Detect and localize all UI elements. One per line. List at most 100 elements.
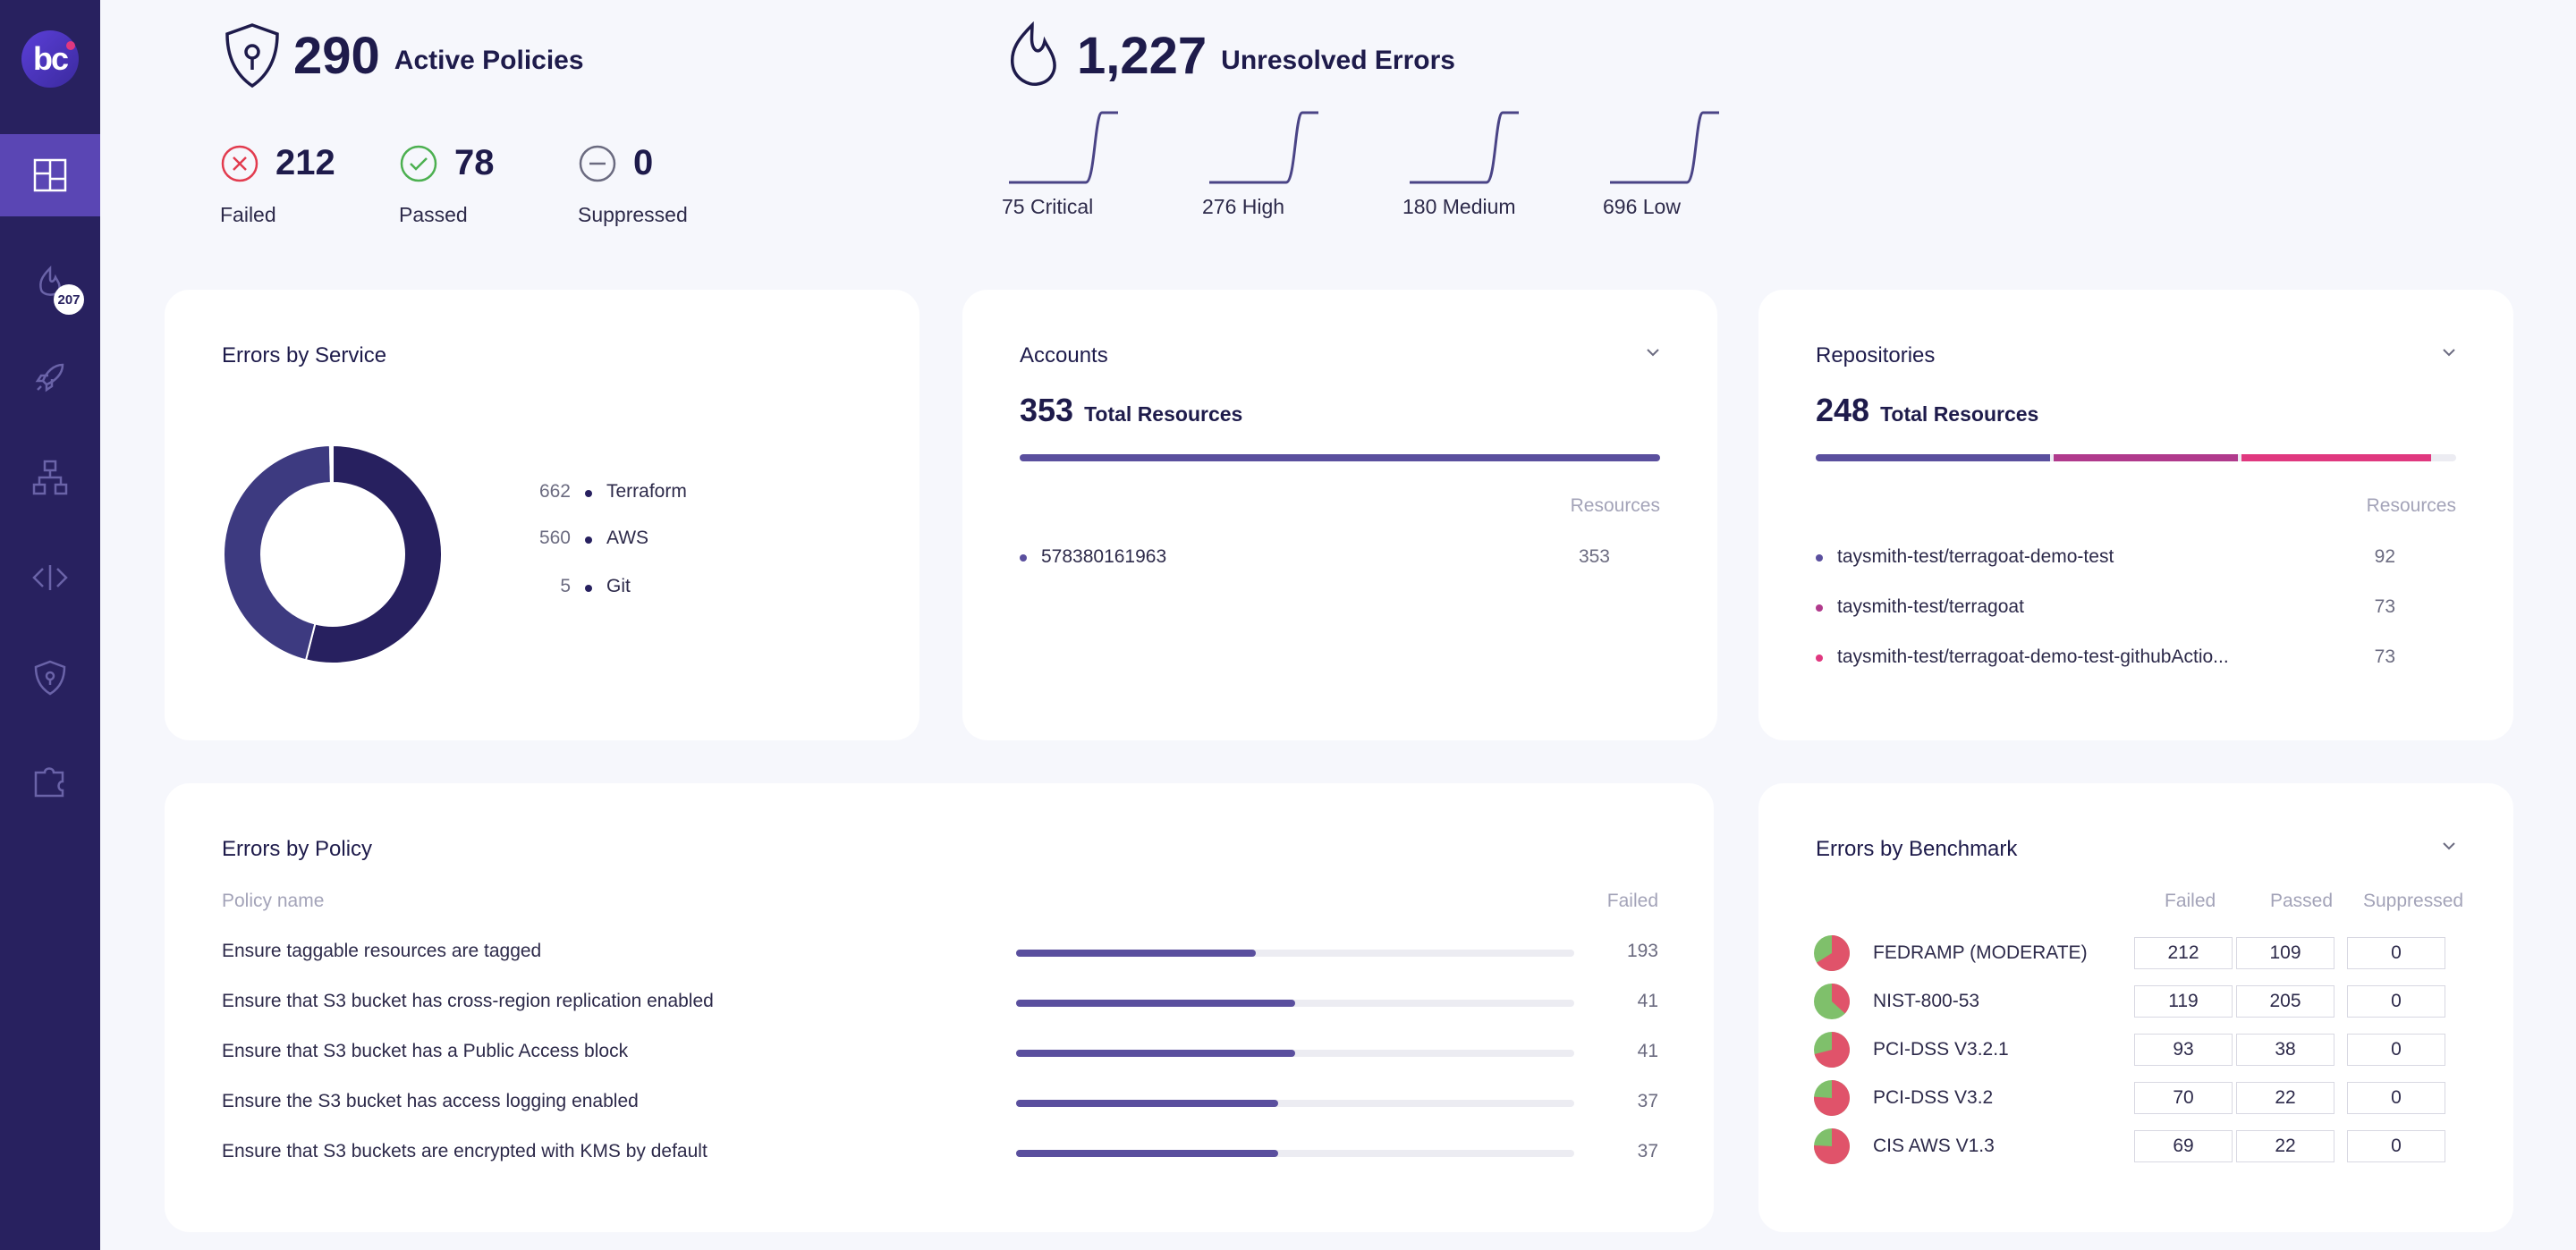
policy-failed-bar-fill [1016, 950, 1257, 957]
repo-resources: 92 [2374, 546, 2395, 567]
benchmark-pie-icon [1814, 935, 1850, 971]
policy-failed-bar-fill [1016, 1150, 1279, 1157]
donut-slice-aws[interactable] [222, 444, 332, 662]
active-policies-label: Active Policies [394, 46, 584, 75]
errors-by-service-donut[interactable] [222, 443, 444, 665]
service-value: 5 [560, 576, 571, 596]
policy-name: Ensure that S3 bucket has cross-region r… [222, 991, 714, 1011]
unresolved-errors-stat: 1,227 Unresolved Errors [1005, 21, 1455, 89]
puzzle-icon [34, 767, 64, 798]
nav-resources[interactable] [0, 436, 100, 519]
benchmark-suppressed: 0 [2347, 985, 2445, 1018]
code-icon [32, 565, 68, 590]
nav-integrations[interactable] [0, 739, 100, 821]
repo-segment [2241, 454, 2431, 461]
service-value: 662 [538, 481, 571, 502]
benchmark-failed: 212 [2134, 937, 2233, 969]
accounts-total: 353 Total Resources [1020, 392, 1242, 429]
severity-medium[interactable]: 180 Medium [1402, 109, 1524, 219]
nav-code[interactable] [0, 536, 100, 619]
legend-dot [585, 490, 592, 497]
critical-label: 75 Critical [1002, 195, 1094, 218]
active-policies-count: 290 [293, 26, 380, 85]
account-resources: 353 [1578, 546, 1610, 567]
benchmark-suppressed: 0 [2347, 937, 2445, 969]
benchmark-name: FEDRAMP (MODERATE) [1873, 942, 2088, 963]
account-dot [1020, 554, 1027, 562]
severity-low[interactable]: 696 Low [1603, 109, 1724, 219]
accounts-distribution-bar [1020, 454, 1660, 461]
legend-dot [585, 585, 592, 592]
donut-slice-terraform[interactable] [304, 443, 443, 664]
active-policies-stat: 290 Active Policies [222, 21, 584, 89]
repositories-column-header: Resources [2366, 495, 2456, 516]
low-label: 696 Low [1603, 195, 1681, 218]
service-legend: 662 Terraform 560 AWS 5 Git [535, 481, 714, 606]
benchmark-passed-header: Passed [2270, 891, 2334, 911]
passed-stat[interactable]: 78 Passed [399, 143, 495, 227]
repo-name[interactable]: taysmith-test/terragoat-demo-test [1837, 546, 2114, 567]
policy-failed-bar [1016, 1150, 1574, 1157]
accounts-title: Accounts [1020, 343, 1108, 367]
suppressed-stat[interactable]: 0 Suppressed [578, 143, 688, 227]
unresolved-errors-label: Unresolved Errors [1221, 46, 1455, 75]
repo-name[interactable]: taysmith-test/terragoat [1837, 596, 2024, 617]
benchmark-pie-icon [1814, 1128, 1850, 1164]
benchmark-name: PCI-DSS V3.2 [1873, 1087, 1994, 1108]
service-name: AWS [606, 528, 649, 548]
chevron-down-icon[interactable] [1644, 343, 1662, 361]
donut-slice-git[interactable] [328, 443, 334, 485]
nav-errors[interactable]: 207 [0, 241, 100, 324]
passed-count: 78 [454, 143, 495, 182]
chevron-down-icon[interactable] [2440, 837, 2458, 855]
nav-policies[interactable] [0, 637, 100, 719]
failed-icon [221, 145, 258, 182]
benchmark-failed: 119 [2134, 985, 2233, 1018]
legend-dot [585, 536, 592, 544]
policy-name-header: Policy name [222, 891, 325, 911]
chevron-down-icon[interactable] [2440, 343, 2458, 361]
rocket-icon [35, 363, 64, 393]
repositories-title: Repositories [1816, 343, 1936, 367]
logo-text: bc [32, 40, 69, 77]
repositories-total: 248 Total Resources [1816, 392, 2038, 429]
benchmark-name: NIST-800-53 [1873, 991, 1980, 1011]
service-name: Git [606, 576, 631, 596]
policy-failed-bar [1016, 950, 1574, 957]
medium-label: 180 Medium [1402, 195, 1516, 218]
benchmark-name: CIS AWS V1.3 [1873, 1136, 1995, 1156]
accounts-total-count: 353 [1020, 392, 1074, 428]
policy-failed-bar [1016, 1100, 1574, 1107]
policy-failed-count: 193 [1626, 941, 1658, 961]
nav-dashboard[interactable] [0, 134, 100, 216]
shield-icon [225, 23, 279, 89]
nav-deploy[interactable] [0, 336, 100, 418]
errors-by-service-card: Errors by Service 662 Terraform 560 AWS … [165, 290, 919, 740]
benchmark-passed: 109 [2236, 937, 2334, 969]
passed-icon [400, 145, 437, 182]
repo-name[interactable]: taysmith-test/terragoat-demo-test-github… [1837, 646, 2229, 667]
errors-by-policy-card: Errors by Policy Policy name Failed Ensu… [165, 783, 1714, 1232]
severity-critical[interactable]: 75 Critical [1002, 109, 1123, 219]
policy-failed-bar-fill [1016, 1100, 1279, 1107]
service-name: Terraform [606, 481, 687, 502]
logo[interactable]: bc [21, 30, 79, 88]
benchmark-suppressed: 0 [2347, 1130, 2445, 1162]
policy-failed-bar [1016, 1050, 1574, 1057]
account-name[interactable]: 578380161963 [1041, 546, 1167, 567]
severity-high[interactable]: 276 High [1202, 109, 1324, 219]
benchmark-pie-icon [1814, 984, 1850, 1019]
passed-label: Passed [399, 203, 468, 226]
failed-count: 212 [275, 143, 335, 182]
medium-trend-sparkline [1410, 111, 1519, 184]
failed-stat[interactable]: 212 Failed [220, 143, 335, 227]
benchmark-failed-header: Failed [2165, 891, 2216, 911]
failed-column-header: Failed [1606, 891, 1658, 911]
low-trend-sparkline [1610, 111, 1719, 184]
policy-failed-bar-fill [1016, 1050, 1295, 1057]
sidebar: bc 207 [0, 0, 100, 1250]
benchmark-passed: 205 [2236, 985, 2334, 1018]
benchmark-suppressed: 0 [2347, 1082, 2445, 1114]
high-label: 276 High [1202, 195, 1285, 218]
policy-failed-count: 41 [1637, 1041, 1658, 1061]
